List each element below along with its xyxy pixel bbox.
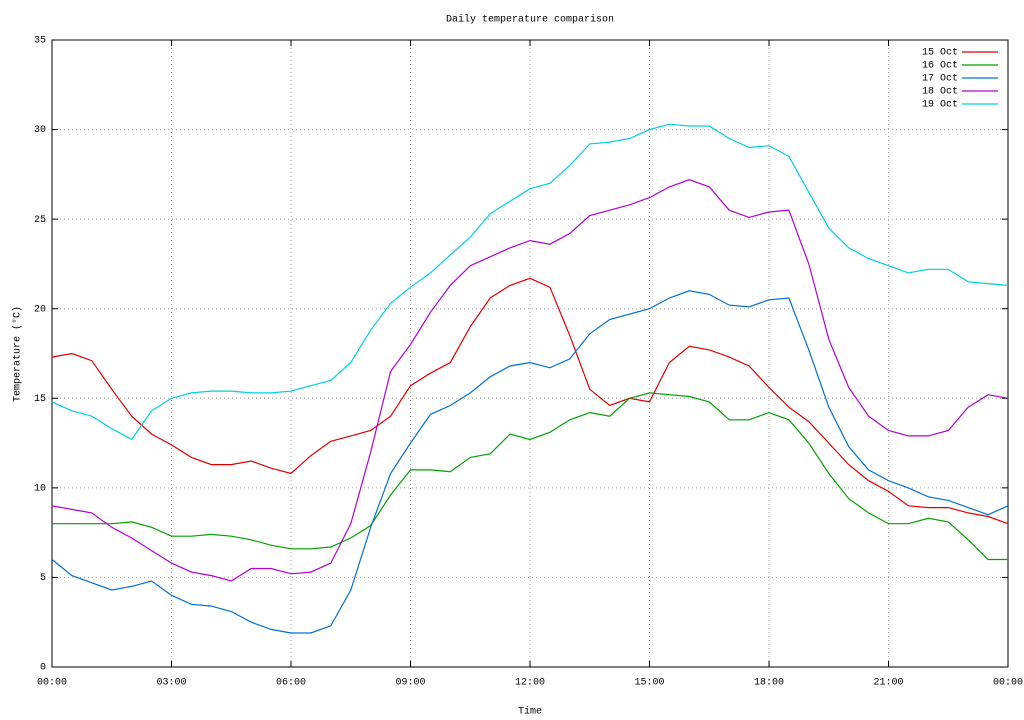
y-axis-label: Temperature (°C) bbox=[12, 306, 24, 402]
x-tick-label: 21:00 bbox=[873, 678, 903, 689]
y-tick-label: 20 bbox=[34, 304, 46, 315]
y-tick-label: 15 bbox=[34, 394, 46, 405]
y-tick-label: 0 bbox=[40, 663, 46, 674]
series-line bbox=[51, 123, 1009, 441]
y-tick-label: 10 bbox=[34, 483, 46, 494]
y-tick-label: 30 bbox=[34, 125, 46, 136]
x-tick-label: 09:00 bbox=[395, 678, 425, 689]
legend-label: 19 Oct bbox=[922, 100, 958, 111]
plot-border bbox=[51, 39, 1009, 668]
y-tick-label: 25 bbox=[34, 215, 46, 226]
chart-title: Daily temperature comparison bbox=[446, 14, 614, 26]
legend-label: 18 Oct bbox=[922, 87, 958, 98]
series-line bbox=[51, 290, 1009, 634]
series-line bbox=[51, 277, 1009, 525]
x-axis-label: Time bbox=[518, 706, 542, 718]
legend-label: 16 Oct bbox=[922, 61, 958, 72]
x-tick-label: 18:00 bbox=[754, 678, 784, 689]
legend-label: 17 Oct bbox=[922, 74, 958, 85]
series-line bbox=[51, 179, 1009, 582]
x-tick-label: 15:00 bbox=[634, 678, 664, 689]
x-tick-label: 06:00 bbox=[276, 678, 306, 689]
legend-label: 15 Oct bbox=[922, 48, 958, 59]
x-tick-label: 12:00 bbox=[515, 678, 545, 689]
x-tick-label: 00:00 bbox=[993, 678, 1023, 689]
x-tick-label: 03:00 bbox=[156, 678, 186, 689]
x-tick-label: 00:00 bbox=[37, 678, 67, 689]
series-line bbox=[52, 392, 1008, 561]
y-tick-label: 35 bbox=[34, 36, 46, 47]
y-tick-label: 5 bbox=[40, 573, 46, 584]
